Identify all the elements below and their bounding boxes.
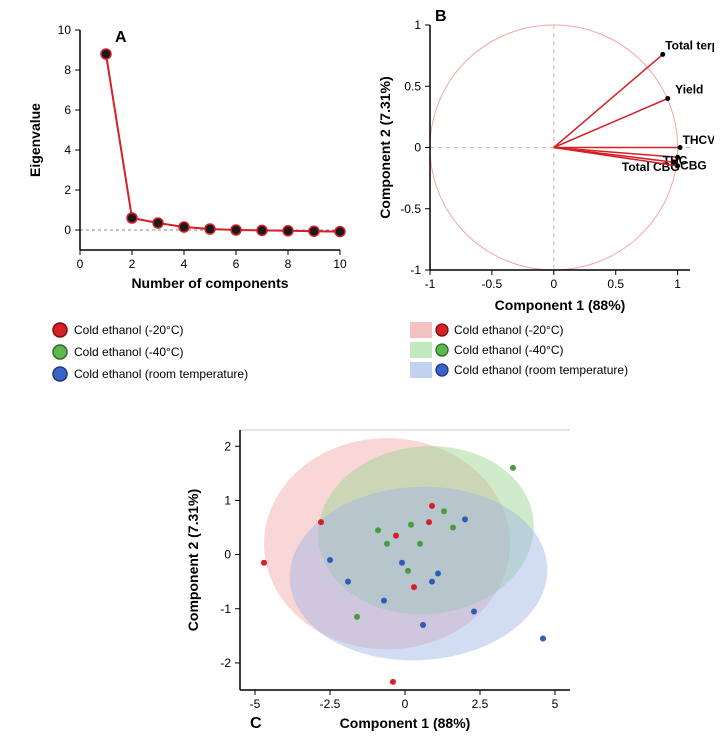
svg-text:4: 4 [181, 257, 188, 271]
score-point [435, 571, 441, 577]
score-point [318, 519, 324, 525]
figure-svg: 02468100246810Number of componentsEigenv… [10, 10, 714, 734]
score-point [327, 557, 333, 563]
legend-label: Cold ethanol (room temperature) [74, 367, 248, 381]
svg-text:4: 4 [64, 143, 71, 157]
loading-label: Total terpenes [665, 39, 714, 53]
legend-swatch [410, 322, 432, 338]
svg-text:2: 2 [224, 439, 231, 453]
svg-text:0: 0 [64, 223, 71, 237]
score-point [405, 568, 411, 574]
legend-label: Cold ethanol (-40°C) [454, 343, 564, 357]
svg-text:-2: -2 [220, 656, 231, 670]
svg-text:5: 5 [552, 697, 559, 711]
score-point [408, 522, 414, 528]
svg-text:6: 6 [233, 257, 240, 271]
svg-text:8: 8 [285, 257, 292, 271]
panel-c-label: C [250, 715, 262, 732]
score-point [450, 525, 456, 531]
svg-text:-0.5: -0.5 [400, 202, 421, 216]
svg-text:1: 1 [674, 277, 681, 291]
panel-a-label: A [115, 29, 127, 46]
svg-text:2: 2 [64, 183, 71, 197]
score-point [420, 622, 426, 628]
score-point [510, 465, 516, 471]
figure-container: 02468100246810Number of componentsEigenv… [10, 10, 714, 734]
svg-text:0: 0 [550, 277, 557, 291]
score-point [399, 560, 405, 566]
svg-text:1: 1 [224, 493, 231, 507]
panel-c: -5 -2.5 0 2.5 5 -2 -1 0 1 2 Component 1 (88%) Compo… [185, 430, 570, 732]
svg-text:-1: -1 [425, 277, 436, 291]
panel-c-ylabel: Component 2 (7.31%) [185, 489, 201, 631]
score-point [426, 519, 432, 525]
svg-text:0.5: 0.5 [404, 79, 421, 93]
svg-text:0.5: 0.5 [607, 277, 624, 291]
svg-text:0: 0 [77, 257, 84, 271]
score-point [381, 598, 387, 604]
legend-dot [436, 324, 448, 336]
legend-label: Cold ethanol (room temperature) [454, 363, 628, 377]
legend-label: Cold ethanol (-20°C) [454, 323, 564, 337]
svg-text:2.5: 2.5 [472, 697, 489, 711]
score-point [471, 608, 477, 614]
svg-text:10: 10 [333, 257, 347, 271]
panel-b-ylabel: Component 2 (7.31%) [377, 76, 393, 218]
legend-left: Cold ethanol (-20°C) Cold ethanol (-40°C)… [53, 323, 248, 381]
legend-dot [53, 345, 67, 359]
svg-text:8: 8 [64, 63, 71, 77]
score-point [384, 541, 390, 547]
legend-dot [436, 344, 448, 356]
score-point [390, 679, 396, 685]
legend-right: Cold ethanol (-20°C) Cold ethanol (-40°C)… [410, 322, 628, 378]
loading-label: Yield [675, 83, 703, 97]
svg-text:0: 0 [414, 141, 421, 155]
legend-dot [436, 364, 448, 376]
svg-text:-5: -5 [250, 697, 261, 711]
svg-text:6: 6 [64, 103, 71, 117]
score-point [417, 541, 423, 547]
score-point [393, 533, 399, 539]
svg-text:10: 10 [58, 23, 72, 37]
svg-text:-2.5: -2.5 [320, 697, 341, 711]
panel-b-xlabel: Component 1 (88%) [495, 297, 626, 313]
svg-text:-0.5: -0.5 [482, 277, 503, 291]
score-point [429, 503, 435, 509]
score-point [375, 527, 381, 533]
panel-a: 0 2 4 6 8 10 0 2 4 6 8 10 Number of components Eigenv… [27, 23, 347, 291]
panel-a-ylabel: Eigenvalue [27, 103, 43, 177]
svg-text:0: 0 [224, 548, 231, 562]
score-point [261, 560, 267, 566]
svg-text:-1: -1 [410, 263, 421, 277]
svg-text:2: 2 [129, 257, 136, 271]
score-point [441, 508, 447, 514]
score-point [354, 614, 360, 620]
svg-text:-1: -1 [220, 602, 231, 616]
loading-label: CBG [680, 159, 707, 173]
score-point [462, 516, 468, 522]
legend-dot [53, 323, 67, 337]
panel-a-xlabel: Number of components [131, 275, 288, 291]
score-point [540, 636, 546, 642]
svg-text:0: 0 [402, 697, 409, 711]
legend-swatch [410, 362, 432, 378]
panel-b-label: B [435, 10, 447, 25]
legend-swatch [410, 342, 432, 358]
panel-b: -1 -0.5 0 0.5 1 -1 -0.5 0 0.5 1 Total terpenes Yiel… [377, 10, 714, 313]
panel-c-xlabel: Component 1 (88%) [340, 715, 471, 731]
score-point [411, 584, 417, 590]
score-point [429, 579, 435, 585]
score-point [345, 579, 351, 585]
loading-label: THCV [683, 133, 714, 147]
svg-text:1: 1 [414, 18, 421, 32]
legend-label: Cold ethanol (-40°C) [74, 345, 184, 359]
legend-dot [53, 367, 67, 381]
legend-label: Cold ethanol (-20°C) [74, 323, 184, 337]
